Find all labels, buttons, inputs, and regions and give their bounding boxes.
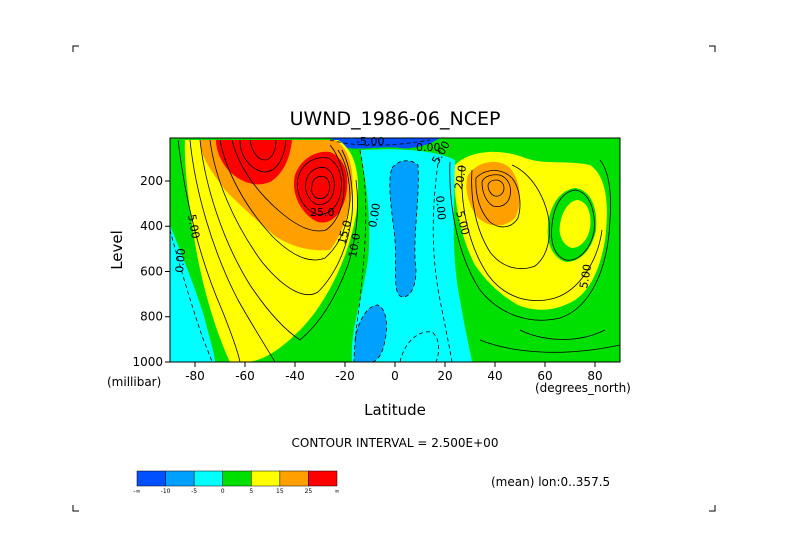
plot-area — [170, 138, 620, 362]
region-yellow-nh-inner — [559, 200, 591, 248]
colorbar-label: -∞ — [133, 488, 140, 495]
x-axis-title: Latitude — [364, 401, 426, 419]
y-tick-label: 200 — [140, 174, 163, 188]
x-tick-label: 0 — [391, 369, 399, 383]
colorbar-swatch — [308, 470, 338, 487]
contour-label: 10.0 — [346, 232, 363, 258]
region-blue-lower-tropics — [354, 305, 387, 362]
y-axis: 200 400 600 800 1000 — [132, 174, 170, 369]
y-tick-label: 800 — [140, 310, 163, 324]
y-tick-label: 400 — [140, 219, 163, 233]
y-tick-label: 600 — [140, 264, 163, 278]
x-tick-label: 80 — [587, 369, 602, 383]
contour-label: 0.00 — [416, 141, 441, 154]
region-cyan-southpole — [170, 225, 215, 362]
x-tick-label: -20 — [335, 369, 355, 383]
colorbar-swatch — [165, 470, 195, 487]
mean-longitude-text: (mean) lon:0..357.5 — [491, 475, 610, 489]
colorbar-label: 25 — [305, 488, 313, 495]
x-tick-label: 60 — [537, 369, 552, 383]
contour-label: 5.00 — [453, 209, 472, 236]
region-orange-nh — [466, 161, 520, 226]
colorbar-label: 15 — [276, 488, 284, 495]
chart-title: UWND_1986-06_NCEP — [290, 108, 501, 130]
contour-label: -5.00 — [356, 135, 384, 148]
contour-label: 0.00 — [366, 202, 383, 228]
contour-label: 0.00 — [173, 248, 188, 274]
region-red-sh-jet — [293, 151, 348, 223]
colorbar-label: 5 — [249, 488, 253, 495]
contour-labels: 5.00 0.00 25.0 15.0 10.0 0.00 -5.00 0.00… — [173, 135, 594, 290]
colorbar: -∞ -10 -5 0 5 15 25 ∞ — [133, 470, 340, 495]
colorbar-label: -5 — [191, 488, 197, 495]
y-axis-title: Level — [108, 230, 126, 270]
contour-label: 5.00 — [185, 213, 202, 239]
contour-interval-text: CONTOUR INTERVAL = 2.500E+00 — [292, 436, 499, 450]
x-tick-label: -80 — [185, 369, 205, 383]
contour-label: 5.00 — [577, 263, 594, 289]
contour-label: 25.0 — [310, 206, 335, 219]
x-tick-label: -60 — [235, 369, 255, 383]
x-axis: -80 -60 -40 -20 0 20 40 60 80 — [185, 362, 603, 383]
y-axis-units: (millibar) — [107, 375, 161, 389]
colorbar-label: -10 — [161, 488, 171, 495]
region-blue-upper-tropics — [389, 160, 419, 297]
colorbar-label: ∞ — [335, 488, 340, 495]
colorbar-swatch — [251, 470, 281, 487]
colorbar-label: 0 — [221, 488, 225, 495]
contour-label: 15.0 — [335, 219, 354, 246]
x-axis-units: (degrees_north) — [535, 381, 631, 395]
colorbar-swatch — [136, 470, 166, 487]
x-tick-label: -40 — [285, 369, 305, 383]
colorbar-swatch — [193, 470, 223, 487]
colorbar-swatch — [279, 470, 309, 487]
contour-label: 20.0 — [452, 164, 469, 190]
contour-label: 0.00 — [433, 195, 448, 221]
region-blue-stratosphere — [330, 138, 440, 149]
x-tick-label: 20 — [437, 369, 452, 383]
x-tick-label: 40 — [487, 369, 502, 383]
contour-lines — [170, 139, 620, 362]
corner-marks — [72, 45, 716, 512]
y-tick-label: 1000 — [132, 355, 163, 369]
colorbar-swatch — [222, 470, 252, 487]
